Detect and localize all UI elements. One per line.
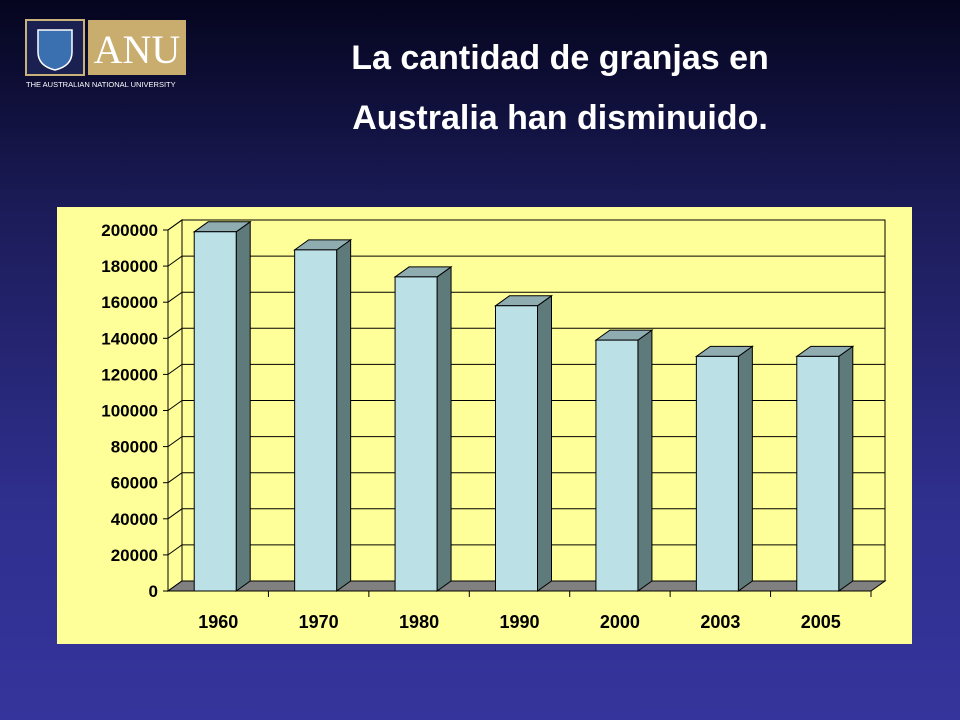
grid-line: [167, 219, 885, 231]
bar-face: [594, 329, 654, 341]
bar-face: [394, 276, 438, 592]
grid-line: [167, 255, 885, 267]
x-tick-label: 2003: [700, 612, 740, 632]
grid-line: [167, 291, 885, 303]
y-tick-label: 80000: [111, 438, 158, 457]
bar-face: [694, 345, 754, 357]
x-tick-label: 2005: [801, 612, 841, 632]
x-tick-label: 1990: [499, 612, 539, 632]
grid-line: [167, 400, 885, 411]
y-tick-label: 140000: [101, 329, 158, 348]
bar-face: [235, 220, 251, 592]
bar: [192, 220, 252, 592]
x-tick-label: 1980: [399, 612, 439, 632]
y-tick-label: 120000: [101, 365, 158, 384]
bar-face: [336, 238, 352, 592]
grid-line: [167, 472, 885, 484]
bar-face: [795, 345, 855, 357]
bar-face: [537, 294, 552, 592]
grid-line: [167, 327, 885, 339]
y-tick-label: 180000: [101, 257, 158, 276]
bar: [393, 265, 453, 592]
bar-face: [695, 355, 739, 592]
y-tick-label: 160000: [101, 293, 158, 312]
x-tick-label: 1970: [299, 612, 339, 632]
grid-line: [167, 363, 885, 375]
bar-face: [192, 221, 252, 233]
bar-face: [293, 239, 353, 251]
logo-box: [88, 20, 186, 75]
y-tick-label: 0: [149, 582, 158, 601]
grid-line: [167, 580, 885, 592]
y-tick-label: 200000: [101, 221, 158, 240]
side-wall: [167, 219, 183, 592]
grid-line: [167, 508, 885, 520]
grid-line: [167, 436, 885, 448]
logo-name: THE AUSTRALIAN NATIONAL UNIVERSITY: [26, 80, 176, 89]
bar-face: [294, 249, 338, 592]
back-wall: [181, 219, 886, 582]
y-tick-label: 20000: [111, 546, 158, 565]
bar: [493, 294, 554, 592]
bar-face: [796, 355, 840, 592]
bar: [293, 238, 353, 592]
bar-face: [595, 339, 639, 592]
chart-area: [57, 207, 912, 644]
bar-face: [436, 265, 452, 592]
bar-face: [193, 231, 237, 592]
y-tick-label: 40000: [111, 510, 158, 529]
x-tick-label: 1960: [198, 612, 238, 632]
bar-face: [838, 345, 854, 592]
crest: [37, 29, 73, 71]
bar-face: [493, 295, 554, 307]
bar: [594, 329, 654, 592]
x-tick-label: 2000: [600, 612, 640, 632]
y-tick-label: 60000: [111, 474, 158, 493]
bar: [795, 345, 855, 592]
bar-face: [393, 266, 453, 278]
y-tick-label: 100000: [101, 402, 158, 421]
logo: ANU THE AUSTRALIAN NATIONAL UNIVERSITY: [25, 19, 186, 89]
bar-face: [637, 329, 653, 592]
logo-mark: ANU: [94, 27, 181, 72]
chart-title: La cantidad de granjas en Australia han …: [351, 39, 769, 137]
grid-line: [167, 544, 885, 556]
floor: [166, 580, 887, 592]
bar-face: [737, 345, 753, 592]
bar-face: [495, 305, 538, 592]
bar: [694, 345, 754, 592]
